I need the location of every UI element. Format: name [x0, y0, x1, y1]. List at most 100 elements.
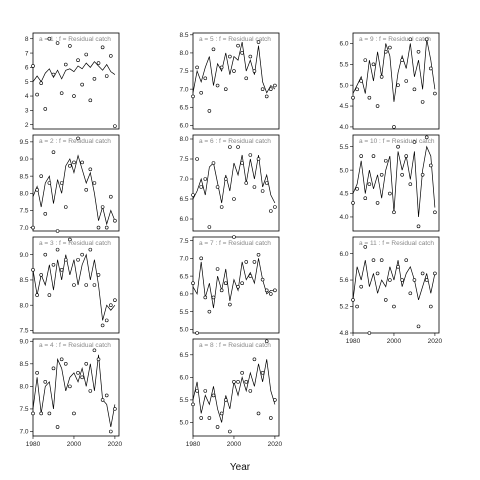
observed-point — [412, 87, 417, 92]
x-tick-label: 2000 — [227, 441, 242, 448]
observed-point — [351, 201, 355, 205]
panel-11: a = 11 : f = Residual catch 4.8 5.2 5.6 6.0 1… — [339, 236, 443, 345]
observed-point — [256, 252, 261, 257]
observed-point — [43, 107, 48, 111]
observed-point — [260, 87, 265, 91]
x-axis-label: Year — [230, 462, 251, 473]
observed-point — [39, 273, 43, 277]
observed-point — [252, 357, 257, 362]
observed-point — [215, 267, 220, 271]
y-tick-label: 8.5 — [19, 361, 28, 368]
observed-point — [228, 302, 232, 307]
panel-frame — [32, 32, 120, 130]
y-tick-label: 6 — [25, 65, 29, 72]
y-tick-label: 6.0 — [179, 291, 188, 298]
observed-point — [191, 281, 195, 286]
observed-point — [191, 402, 195, 407]
observed-point — [236, 145, 240, 149]
observed-point — [203, 295, 208, 300]
observed-point — [191, 193, 195, 197]
x-tick-label: 1980 — [346, 338, 361, 345]
observed-point — [355, 304, 359, 309]
observed-point — [76, 371, 80, 375]
observed-point — [433, 210, 437, 215]
observed-point — [199, 185, 203, 189]
observed-point — [252, 185, 257, 189]
observed-point — [219, 288, 224, 293]
y-tick-label: 6.0 — [179, 375, 188, 382]
observed-point — [113, 298, 117, 302]
y-tick-label: 8.0 — [19, 302, 28, 309]
observed-point — [408, 182, 413, 186]
observed-point — [63, 205, 68, 209]
y-tick-label: 3 — [25, 108, 29, 115]
observed-point — [240, 371, 244, 375]
observed-point — [80, 375, 84, 380]
y-tick-label: 7.0 — [179, 86, 188, 93]
y-tick-label: 5.0 — [339, 167, 348, 174]
y-tick-label: 4.8 — [339, 330, 348, 337]
observed-point — [215, 83, 220, 88]
y-tick-label: 6.0 — [179, 123, 188, 130]
y-tick-label: 7.5 — [19, 328, 28, 335]
observed-point — [260, 371, 265, 375]
observed-point — [351, 95, 355, 100]
y-tick-label: 5.5 — [179, 397, 188, 404]
observed-point — [63, 257, 68, 262]
observed-point — [375, 271, 380, 276]
y-tick-label: 4.0 — [339, 124, 348, 131]
panel-strip-label: a = 11 : f = Residual catch — [359, 240, 434, 247]
y-tick-label: 4.0 — [339, 214, 348, 221]
observed-point — [240, 281, 244, 286]
fitted-line — [32, 154, 116, 226]
fitted-line — [192, 154, 276, 204]
observed-point — [211, 295, 216, 300]
y-tick-label: 7.0 — [19, 429, 28, 436]
observed-point — [223, 87, 228, 91]
panel-frame — [32, 236, 120, 334]
observed-point — [223, 281, 228, 286]
observed-point — [367, 331, 372, 335]
observed-point — [367, 95, 372, 100]
observed-point — [84, 188, 89, 192]
observed-point — [191, 94, 195, 99]
y-tick-label: 6.5 — [179, 196, 188, 203]
observed-point — [51, 150, 56, 154]
fitted-line — [352, 260, 436, 301]
observed-point — [47, 411, 52, 416]
observed-point — [355, 87, 359, 92]
observed-point — [256, 157, 261, 161]
observed-point — [240, 161, 244, 165]
observed-point — [199, 256, 203, 261]
observed-point — [219, 411, 224, 416]
observed-point — [396, 83, 400, 87]
panel-3: a = 3 : f = Residual catch 7.5 8.0 8.5 9.0 — [19, 236, 120, 335]
observed-point — [59, 91, 64, 95]
observed-point — [424, 37, 429, 42]
y-tick-label: 7.5 — [179, 238, 188, 245]
observed-point — [96, 225, 101, 230]
observed-point — [383, 49, 388, 54]
observed-point — [420, 100, 425, 104]
panel-strip-label: a = 8 : f = Residual catch — [199, 342, 271, 349]
observed-point — [39, 411, 43, 416]
y-tick-label: 6.0 — [179, 216, 188, 223]
observed-point — [273, 83, 277, 88]
observed-point — [39, 81, 43, 85]
observed-point — [240, 51, 244, 55]
y-tick-label: 8.0 — [179, 136, 188, 143]
observed-point — [388, 191, 392, 196]
observed-point — [248, 153, 253, 157]
observed-point — [269, 416, 273, 420]
observed-point — [396, 264, 400, 269]
fitted-line — [192, 41, 276, 94]
observed-point — [252, 260, 257, 264]
observed-point — [80, 252, 84, 257]
observed-point — [404, 258, 409, 262]
observed-point — [412, 278, 417, 282]
observed-point — [68, 44, 72, 48]
observed-point — [244, 76, 249, 81]
observed-point — [408, 37, 413, 42]
observed-point — [76, 136, 80, 141]
observed-point — [392, 125, 396, 129]
